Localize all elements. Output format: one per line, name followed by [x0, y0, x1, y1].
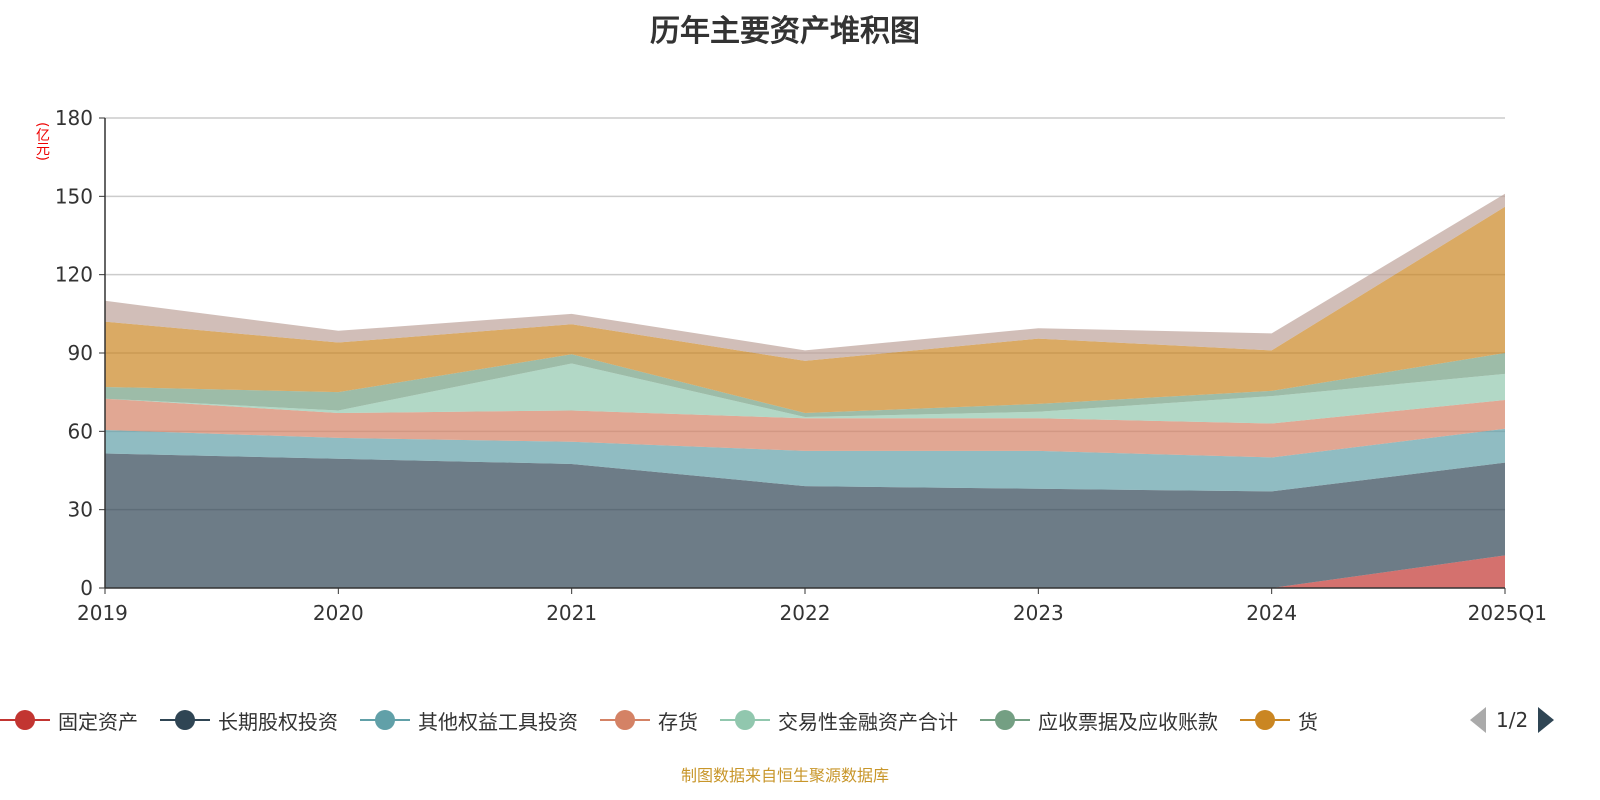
legend-item[interactable]: 长期股权投资	[160, 706, 338, 735]
y-tick-label: 60	[68, 419, 93, 443]
x-tick-label: 2021	[546, 601, 597, 625]
legend-marker-icon	[1240, 710, 1290, 730]
legend-label: 存货	[658, 709, 698, 734]
chart-title: 历年主要资产堆积图	[650, 14, 920, 49]
legend-label: 货	[1298, 709, 1318, 734]
legend-marker-icon	[980, 710, 1030, 730]
x-tick-label: 2019	[77, 601, 128, 625]
legend-label: 交易性金融资产合计	[778, 709, 958, 734]
x-tick-label: 2024	[1246, 601, 1297, 625]
legend-marker-icon	[0, 710, 50, 730]
area-series-2	[105, 453, 1505, 588]
x-tick-label: 2025Q1	[1468, 601, 1547, 625]
prev-page-icon[interactable]	[1470, 707, 1486, 733]
legend-label: 应收票据及应收账款	[1038, 709, 1218, 734]
stacked-area-chart: 0 30 60 90 120 150 180 2019 2020 2021 2022 2023 2024…	[55, 106, 1547, 625]
area-series-6	[105, 353, 1505, 417]
x-tick-label: 2022	[780, 601, 831, 625]
x-tick-label: 2020	[313, 601, 364, 625]
area-series-7	[105, 206, 1505, 414]
area-series-1	[105, 555, 1505, 588]
legend-item[interactable]: 应收票据及应收账款	[980, 706, 1218, 735]
y-tick-label: 180	[55, 106, 93, 130]
legend-page-number: 1/2	[1496, 708, 1529, 732]
y-axis-unit: (亿元)	[34, 122, 50, 161]
legend-marker-icon	[360, 710, 410, 730]
legend: 固定资产 长期股权投资 其他权益工具投资 存货 交易性金融资产合计 应收票据及应收账款 货	[0, 704, 1340, 736]
next-page-icon[interactable]	[1538, 707, 1555, 733]
legend-label: 长期股权投资	[218, 709, 338, 734]
area-series-4	[105, 398, 1505, 458]
legend-item[interactable]: 存货	[600, 706, 698, 735]
y-tick-label: 30	[68, 498, 93, 522]
area-series-3	[105, 428, 1505, 492]
legend-pager: 1/2	[1470, 704, 1555, 736]
y-tick-label: 0	[80, 576, 93, 600]
legend-marker-icon	[720, 710, 770, 730]
area-series-8	[105, 193, 1505, 361]
y-tick-label: 90	[68, 341, 93, 365]
y-tick-label: 150	[55, 184, 93, 208]
legend-marker-icon	[160, 710, 210, 730]
legend-item[interactable]: 固定资产	[0, 706, 138, 735]
legend-label: 固定资产	[58, 709, 138, 734]
area-series-5	[105, 363, 1505, 424]
y-tick-label: 120	[55, 263, 93, 287]
legend-label: 其他权益工具投资	[418, 709, 578, 734]
legend-item[interactable]: 其他权益工具投资	[360, 706, 578, 735]
data-source-note: 制图数据来自恒生聚源数据库	[680, 766, 889, 785]
legend-marker-icon	[600, 710, 650, 730]
legend-item[interactable]: 货	[1240, 706, 1318, 735]
x-tick-label: 2023	[1013, 601, 1064, 625]
legend-item[interactable]: 交易性金融资产合计	[720, 706, 958, 735]
